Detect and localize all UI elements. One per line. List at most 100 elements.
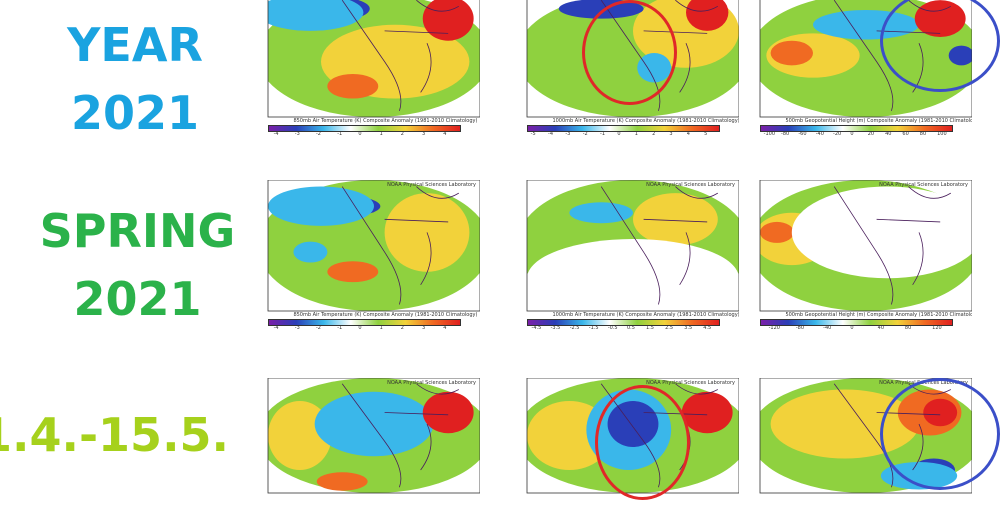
colorbar-tick-label: 120 [932,325,942,331]
anomaly-contour [558,0,644,19]
anomaly-contour [681,391,733,434]
map-caption: 500mb Geopotential Height (m) Composite … [785,118,972,124]
colorbar-tick-label: 0.5 [626,325,635,331]
colorbar-tick-label: 2.5 [665,325,674,331]
map-frame [267,0,480,118]
colorbar-tick-label: 3 [422,131,426,137]
colorbar-tick-label: 4.5 [703,325,712,331]
coastline [833,186,952,305]
row-label-period: 1.4.-15.5. [0,412,270,458]
row-label-year: YEAR 2021 [30,22,240,136]
coastline [341,383,459,488]
colorbar-tick-label: 4 [443,131,447,137]
map-frame [526,0,739,118]
colorbar-tick-label: -3.5 [550,325,561,331]
colorbar-tick-label: -40 [815,131,824,137]
map-frame [267,180,480,312]
anomaly-contour [293,241,328,263]
map-caption: 850mb Air Temperature (K) Composite Anom… [293,118,478,124]
colorbar-tick-label: -2 [316,131,321,137]
colorbar-tick-label: 1 [379,131,383,137]
colorbar-tick-label: -1 [600,131,606,137]
map-plot [526,378,739,494]
colorbar-tick-label: 0 [358,325,362,331]
map-header-text: NOAA Physical Sciences Laboratory [387,182,476,188]
map-plot [526,0,739,118]
colorbar-tick-label: -120 [768,325,780,331]
row-label-spring: SPRING 2021 [25,208,250,322]
map-header-text: NOAA Physical Sciences Laboratory [879,182,968,188]
map-frame [526,180,739,312]
colorbar-tick-label: -80 [781,131,790,137]
anomaly-contour [760,221,794,243]
row-label-spring-line2: 2021 [73,272,202,326]
colorbar-tick-label: 3 [422,325,426,331]
colorbar-tick-label: -3 [294,325,300,331]
coastline [833,0,952,111]
colorbar-tick-label: -2 [582,131,588,137]
anomaly-contour [569,202,633,224]
map-plot [526,180,739,312]
map-colorbar [527,319,720,326]
colorbar-tick-label: 3 [669,131,673,137]
colorbar-tick-label: 100 [937,131,947,137]
colorbar-tick-label: -1 [337,325,343,331]
map-header-text: NOAA Physical Sciences Laboratory [387,380,476,386]
anomaly-contour [914,0,966,38]
anomaly-contour [813,9,919,40]
row-label-year-line1: YEAR [67,18,203,72]
colorbar-tick-label: 4 [686,131,690,137]
colorbar-tick-label: -1 [337,131,343,137]
anomaly-map-panel: NOAA Physical Sciences Laboratory 500mb G… [752,180,972,345]
colorbar-tick-label: 1.5 [646,325,654,331]
anomaly-contour [607,401,659,447]
colorbar-tick-label: -2 [316,325,321,331]
anomaly-contour [527,238,739,311]
anomaly-contour [316,472,368,491]
anomaly-map-panel: NOAA Physical Sciences Laboratory 850mb A… [260,180,480,345]
colorbar-tick-label: 40 [877,325,885,331]
colorbar-tick-label: -60 [798,131,807,137]
colorbar-tick-label: 3.5 [684,325,693,331]
coastline [341,0,460,111]
map-caption: 1000mb Air Temperature (K) Composite Ano… [552,118,739,124]
colorbar-tick-label: 2 [652,131,656,137]
map-colorbar [268,319,461,326]
colorbar-tick-label: 1 [634,131,638,137]
map-colorbar [527,125,720,132]
map-caption: 850mb Air Temperature (K) Composite Anom… [293,312,478,318]
colorbar-tick-label: 0 [850,131,854,137]
map-colorbar [760,319,953,326]
coastline [600,186,719,305]
coastline [833,383,951,488]
colorbar-tick-label: 20 [867,131,875,137]
colorbar-tick-label: -4 [548,131,554,137]
anomaly-contour [686,0,729,31]
anomaly-contour [268,0,364,31]
colorbar-tick-label: -1.5 [588,325,599,331]
anomaly-contour [770,40,813,66]
colorbar-tick-label: -5 [530,131,536,137]
coastline [600,383,718,488]
colorbar-tick-label: 80 [904,325,912,331]
anomaly-contour [268,186,374,226]
colorbar-tick-label: 0 [358,131,362,137]
colorbar-tick-label: 2 [400,325,404,331]
colorbar-tick-label: 0 [850,325,854,331]
map-caption: 1000mb Air Temperature (K) Composite Ano… [552,312,739,318]
map-header-text: NOAA Physical Sciences Laboratory [646,380,735,386]
map-plot [759,378,972,494]
anomaly-contour [422,391,474,434]
colorbar-tick-label: -0.5 [607,325,618,331]
anomaly-map-panel: 500mb Geopotential Height (m) Composite … [752,0,972,151]
colorbar-tick-label: -2.5 [569,325,580,331]
anomaly-map-panel: NOAA Physical Sciences Laboratory 1000mb … [519,180,739,345]
colorbar-tick-label: -40 [823,325,832,331]
anomaly-contour [637,53,672,83]
row-label-period-line1: 1.4.-15.5. [0,408,230,462]
map-header-text: NOAA Physical Sciences Laboratory [879,380,968,386]
map-frame [759,180,972,312]
anomaly-contour [880,461,958,490]
colorbar-tick-label: -4 [273,131,279,137]
row-label-spring-line1: SPRING [39,204,236,258]
